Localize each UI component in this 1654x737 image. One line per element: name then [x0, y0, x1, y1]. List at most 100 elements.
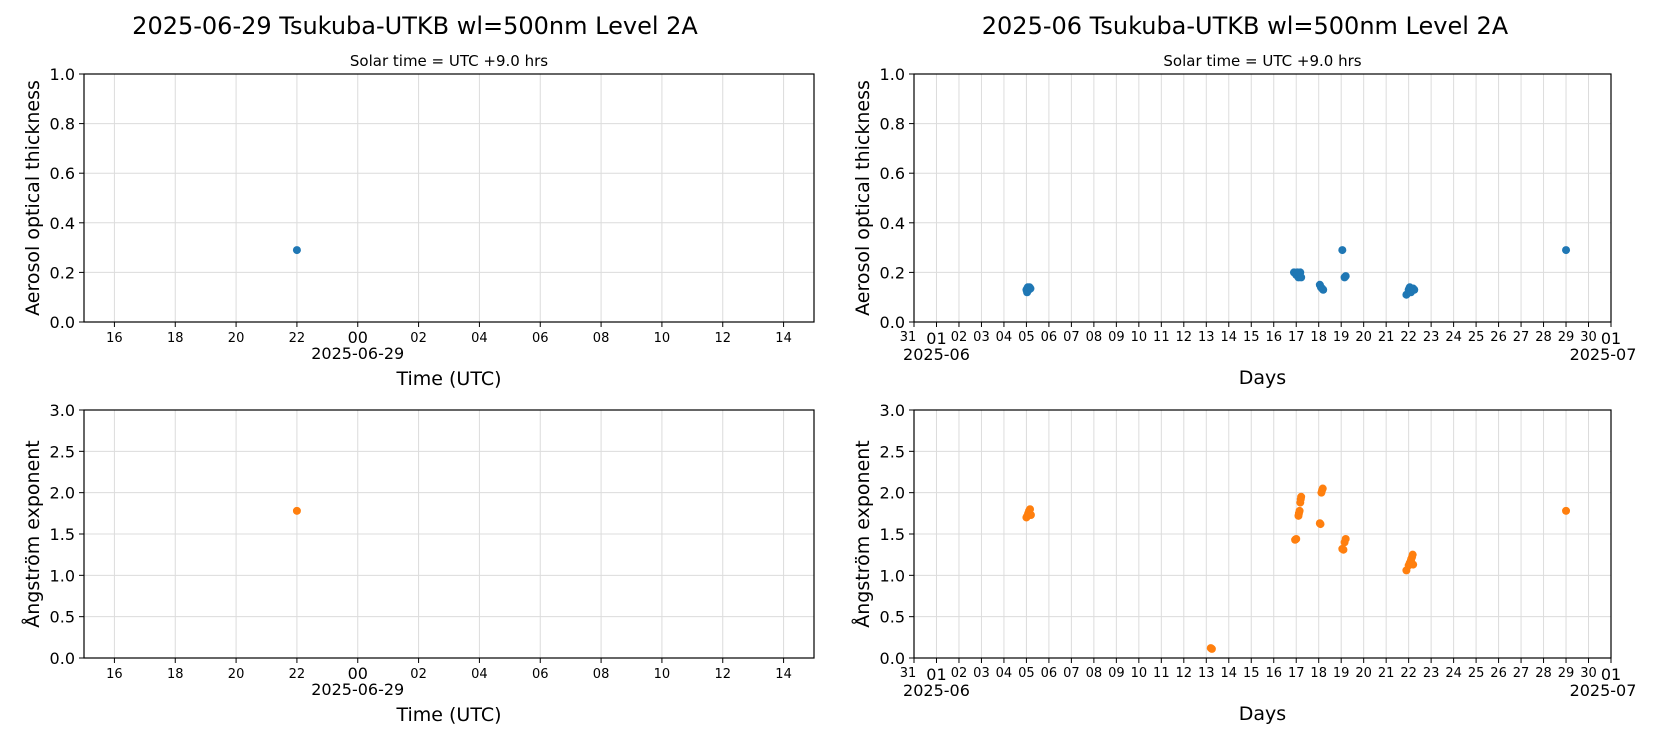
x-tick-label: 26: [1490, 666, 1507, 681]
y-tick-label: 2.0: [50, 484, 75, 503]
x-tick-label: 05: [1018, 666, 1035, 681]
y-tick-label: 0.5: [50, 608, 75, 627]
data-point: [1297, 273, 1306, 282]
x-tick-label: 06: [1041, 330, 1058, 345]
x-tick-label: 06: [1041, 666, 1058, 681]
x-tick-label: 09: [1108, 666, 1125, 681]
x-tick-label: 10: [654, 331, 671, 346]
y-tick-label: 1.0: [880, 65, 905, 84]
data-point: [1026, 510, 1035, 519]
x-tick-label: 27: [1513, 330, 1530, 345]
x-tick-label: 20: [1355, 330, 1372, 345]
plot-frame: [913, 409, 1612, 659]
x-tick-label: 07: [1063, 330, 1080, 345]
daily-angstrom-panel: 0.0 0.5 1.0 1.5 2.0 2.5 3.0 16 18 20 22 00 02 04 06 08 1…: [21, 401, 815, 726]
x-axis-label: Time (UTC): [395, 704, 501, 726]
y-tick-label: 1.5: [880, 525, 905, 544]
x-date-right-label: 2025-07: [1570, 345, 1637, 364]
x-tick-label: 04: [996, 666, 1013, 681]
x-tick-label: 00: [348, 328, 368, 347]
x-tick-label: 18: [1310, 666, 1327, 681]
x-tick-label: 20: [1355, 666, 1372, 681]
x-tick-label: 13: [1198, 330, 1215, 345]
x-tick-label: 11: [1153, 666, 1170, 681]
x-tick-label: 15: [1243, 666, 1260, 681]
x-tick-label: 25: [1468, 666, 1485, 681]
x-tick-label: 02: [951, 330, 968, 345]
plot-frame: [83, 73, 815, 323]
monthly-aot-panel: Solar time = UTC +9.0 hrs 0.0 0.2 0.4 0.6 0.8…: [852, 52, 1636, 389]
x-tick-label: 17: [1288, 330, 1305, 345]
x-tick-label: 18: [167, 331, 184, 346]
y-axis-label: Ångström exponent: [21, 440, 44, 628]
y-tick-label: 0.2: [880, 263, 905, 282]
data-point: [1338, 246, 1347, 255]
x-tick-label: 16: [106, 331, 123, 346]
x-date-label: 2025-06-29: [311, 680, 404, 699]
x-tick-label: 08: [593, 331, 610, 346]
y-tick-label: 1.5: [50, 525, 75, 544]
x-tick-label: 06: [532, 667, 549, 682]
x-tick-label: 09: [1108, 330, 1125, 345]
y-tick-label: 2.5: [880, 442, 905, 461]
y-tick-label: 2.5: [50, 442, 75, 461]
x-tick-label: 16: [1265, 330, 1282, 345]
x-tick-label: 31: [900, 330, 917, 345]
x-tick-label: 29: [1558, 330, 1575, 345]
data-point: [1341, 272, 1350, 281]
x-tick-label: 08: [1086, 666, 1103, 681]
x-tick-label: 11: [1153, 330, 1170, 345]
x-tick-label: 03: [973, 666, 990, 681]
x-tick-label: 01: [926, 329, 946, 348]
x-axis-label: Days: [1239, 367, 1286, 389]
x-tick-label: 05: [1018, 330, 1035, 345]
data-point: [1408, 550, 1417, 559]
y-tick-label: 3.0: [50, 401, 75, 420]
x-tick-label: 25: [1468, 330, 1485, 345]
daily-aot-panel: Solar time = UTC +9.0 hrs 0.0 0.2 0.4 0.6 0.8…: [22, 52, 815, 390]
x-date-label: 2025-06-29: [311, 344, 404, 363]
data-point: [1318, 484, 1327, 493]
x-tick-label: 01: [1601, 665, 1621, 684]
y-tick-label: 0.5: [880, 608, 905, 627]
x-tick-label: 20: [228, 667, 245, 682]
y-tick-label: 0.8: [50, 115, 75, 134]
x-tick-label: 12: [714, 667, 731, 682]
x-tick-label: 23: [1423, 330, 1440, 345]
x-tick-label: 22: [1400, 330, 1417, 345]
data-point: [1026, 284, 1035, 293]
data-point: [1341, 534, 1350, 543]
x-tick-label: 14: [1221, 666, 1238, 681]
x-tick-label: 14: [1221, 330, 1238, 345]
x-tick-label: 28: [1535, 666, 1552, 681]
x-tick-label: 23: [1423, 666, 1440, 681]
y-tick-label: 0.0: [50, 649, 75, 668]
x-date-left-label: 2025-06: [903, 345, 970, 364]
x-tick-label: 04: [471, 331, 488, 346]
panel-subtitle: Solar time = UTC +9.0 hrs: [1163, 52, 1361, 70]
x-tick-label: 18: [1310, 330, 1327, 345]
y-tick-label: 1.0: [880, 566, 905, 585]
x-tick-label: 19: [1333, 666, 1350, 681]
data-point: [1297, 492, 1306, 501]
x-tick-label: 12: [714, 331, 731, 346]
x-tick-label: 15: [1243, 330, 1260, 345]
x-tick-label: 04: [996, 330, 1013, 345]
y-tick-label: 3.0: [880, 401, 905, 420]
y-tick-label: 0.2: [50, 263, 75, 282]
y-axis-label: Aerosol optical thickness: [22, 80, 44, 316]
x-tick-label: 29: [1558, 666, 1575, 681]
x-tick-label: 31: [900, 666, 917, 681]
data-point: [292, 246, 301, 255]
x-tick-label: 12: [1176, 330, 1193, 345]
x-tick-label: 07: [1063, 666, 1080, 681]
y-tick-label: 1.0: [50, 566, 75, 585]
x-tick-label: 22: [289, 667, 306, 682]
y-tick-label: 0.4: [50, 214, 75, 233]
x-tick-label: 08: [593, 667, 610, 682]
x-tick-label: 28: [1535, 330, 1552, 345]
y-axis-label: Aerosol optical thickness: [852, 80, 874, 316]
x-tick-label: 00: [348, 664, 368, 683]
x-tick-label: 03: [973, 330, 990, 345]
